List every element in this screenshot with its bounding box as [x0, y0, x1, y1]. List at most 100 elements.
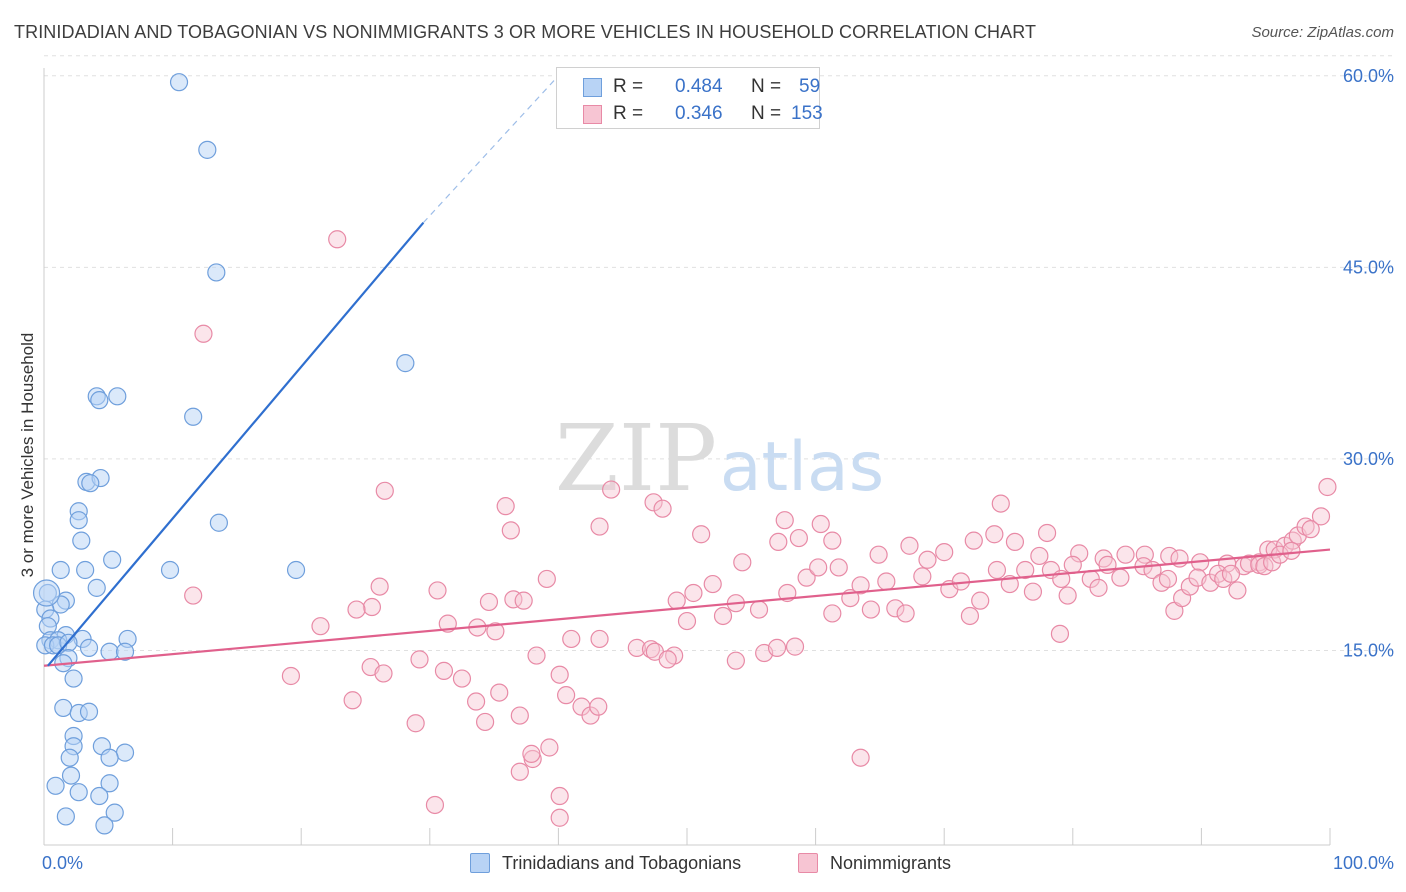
point-nonimmigrants [896, 604, 915, 623]
point-trinidadians [184, 407, 203, 426]
point-trinidadians [100, 748, 119, 767]
point-nonimmigrants [370, 577, 389, 596]
point-nonimmigrants [653, 499, 672, 518]
point-nonimmigrants [971, 591, 990, 610]
point-nonimmigrants [667, 591, 686, 610]
point-nonimmigrants [602, 480, 621, 499]
point-trinidadians [90, 786, 109, 806]
n-label: N = [751, 103, 782, 124]
point-nonimmigrants [987, 560, 1007, 580]
point-nonimmigrants [1070, 544, 1089, 563]
chart-title: TRINIDADIAN AND TOBAGONIAN VS NONIMMIGRA… [14, 22, 1037, 42]
point-nonimmigrants [479, 592, 499, 612]
point-nonimmigrants [823, 531, 842, 550]
point-trinidadians [103, 550, 122, 569]
point-nonimmigrants [775, 511, 794, 530]
point-nonimmigrants [809, 558, 828, 577]
point-nonimmigrants [1023, 582, 1043, 601]
point-nonimmigrants [550, 665, 569, 684]
point-nonimmigrants [703, 574, 722, 594]
point-trinidadians [115, 743, 135, 762]
point-nonimmigrants [726, 651, 745, 670]
point-nonimmigrants [540, 738, 559, 757]
blue-swatch [470, 853, 490, 873]
r-label: R = [613, 76, 644, 97]
point-nonimmigrants [1111, 568, 1130, 587]
point-nonimmigrants [347, 600, 366, 619]
point-nonimmigrants [1050, 624, 1070, 643]
point-nonimmigrants [1063, 555, 1082, 574]
point-nonimmigrants [537, 569, 556, 589]
point-nonimmigrants [590, 629, 609, 649]
source-credit: Source: ZipAtlas.com [1251, 24, 1394, 41]
point-trinidadians [207, 263, 226, 282]
point-trinidadians [396, 354, 415, 373]
point-nonimmigrants [1282, 541, 1301, 560]
point-nonimmigrants [829, 558, 848, 577]
point-nonimmigrants [985, 525, 1004, 544]
trend-line-nonimmigrants [43, 548, 1331, 667]
point-nonimmigrants [1030, 546, 1049, 566]
point-nonimmigrants [684, 583, 703, 603]
point-nonimmigrants [877, 572, 896, 591]
trend-line-trinidadians [47, 221, 425, 667]
point-nonimmigrants [1089, 578, 1108, 597]
point-nonimmigrants [496, 497, 515, 516]
watermark-zip: ZIP [555, 405, 717, 512]
point-nonimmigrants [589, 697, 608, 716]
r-label: R = [613, 103, 644, 124]
point-nonimmigrants [374, 664, 393, 683]
point-nonimmigrants [1016, 560, 1035, 580]
point-nonimmigrants [510, 762, 529, 781]
point-nonimmigrants [991, 494, 1010, 513]
point-nonimmigrants [514, 591, 533, 610]
point-nonimmigrants [1228, 581, 1247, 600]
point-nonimmigrants [869, 545, 888, 564]
point-nonimmigrants [1037, 523, 1057, 543]
point-trinidadians [69, 783, 88, 802]
point-trinidadians [76, 560, 95, 580]
tick-labels: 15.0% 30.0% 45.0% 60.0% 0.0% 100.0% [42, 66, 1394, 873]
point-nonimmigrants [425, 795, 445, 815]
blue-swatch [583, 78, 602, 97]
point-trinidadians [46, 776, 65, 795]
point-nonimmigrants [406, 714, 425, 733]
point-nonimmigrants [311, 617, 330, 636]
point-trinidadians [90, 391, 109, 410]
point-trinidadians [79, 702, 99, 721]
x-tick-label-0: 0.0% [42, 853, 83, 873]
point-nonimmigrants [1296, 517, 1315, 536]
point-nonimmigrants [1209, 564, 1228, 583]
point-nonimmigrants [1221, 564, 1241, 583]
point-trinidadians [286, 560, 306, 580]
point-trinidadians [115, 642, 135, 661]
point-nonimmigrants [1311, 507, 1331, 526]
point-nonimmigrants [658, 650, 677, 669]
point-trinidadians [60, 748, 79, 767]
point-nonimmigrants [644, 493, 663, 512]
point-trinidadians [54, 698, 73, 718]
legend-label: Trinidadians and Tobagonians [502, 853, 742, 873]
y-axis-label: 3 or more Vehicles in Household [18, 332, 37, 578]
point-nonimmigrants [562, 629, 581, 649]
point-nonimmigrants [627, 638, 646, 657]
point-trinidadians [160, 560, 180, 580]
point-trinidadians [51, 560, 70, 580]
point-trinidadians [61, 766, 81, 785]
point-nonimmigrants [960, 606, 980, 626]
point-nonimmigrants [557, 686, 576, 705]
series-nonimmigrants [184, 230, 1337, 827]
point-nonimmigrants [1058, 586, 1077, 605]
point-nonimmigrants [428, 581, 447, 600]
point-nonimmigrants [362, 597, 382, 617]
point-nonimmigrants [550, 786, 569, 806]
point-nonimmigrants [851, 748, 870, 767]
point-nonimmigrants [527, 646, 546, 665]
point-trinidadians [81, 474, 100, 493]
point-nonimmigrants [1301, 520, 1320, 539]
point-nonimmigrants [913, 567, 932, 586]
point-nonimmigrants [769, 532, 788, 552]
point-nonimmigrants [677, 611, 697, 631]
point-trinidadians [169, 73, 189, 92]
point-trinidadians [105, 803, 124, 822]
